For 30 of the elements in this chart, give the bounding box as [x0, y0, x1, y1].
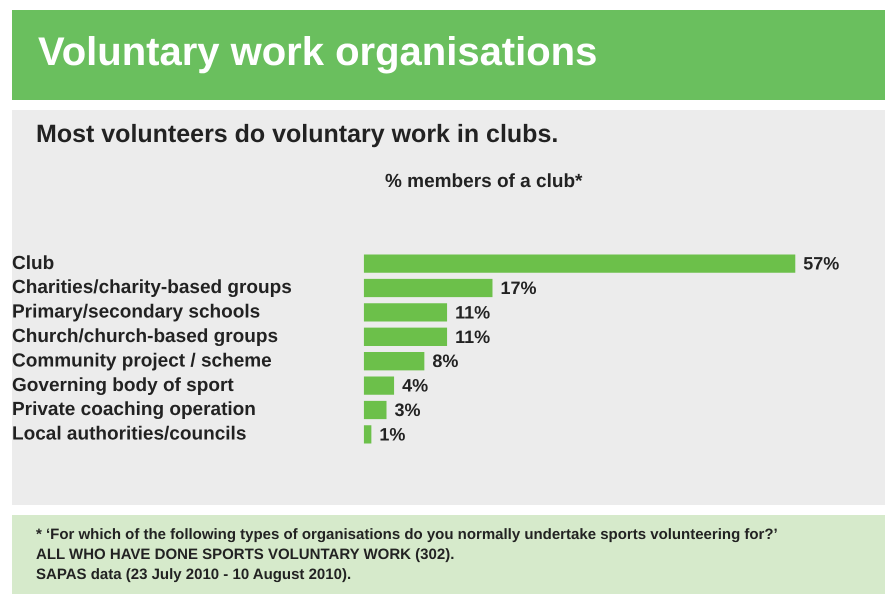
y-tick-label: Community project / scheme — [12, 350, 272, 372]
y-tick-label: Charities/charity-based groups — [12, 277, 292, 298]
y-tick-label: Church/church-based groups — [12, 326, 278, 348]
bar — [364, 376, 394, 395]
bar — [364, 254, 796, 273]
bar — [364, 278, 492, 298]
data-label: 17% — [500, 278, 537, 298]
data-label: 1% — [379, 424, 406, 444]
y-tick-label: Primary/secondary schools — [12, 302, 260, 323]
bar — [364, 303, 448, 322]
data-label: 11% — [455, 302, 490, 322]
data-label: 4% — [402, 376, 428, 396]
text: * ‘For which of the following types of organisations do you normally undertake sports volunteering for?’ — [36, 525, 779, 545]
bar — [364, 400, 387, 420]
x-axis-title: % members of a club* — [385, 171, 582, 193]
data-label: 8% — [432, 351, 458, 372]
bar — [364, 425, 372, 444]
chart-title: Voluntary work organisations — [38, 30, 598, 75]
bar — [364, 352, 424, 370]
y-tick-label: Private coaching operation — [12, 399, 256, 420]
data-label: 57% — [803, 254, 840, 274]
chart-subtitle: Most volunteers do voluntary work in clubs. — [36, 120, 558, 149]
y-tick-label: Club — [12, 252, 54, 274]
data-label: 11% — [455, 326, 490, 347]
y-tick-label: Local authorities/councils — [12, 424, 246, 445]
data-label: 3% — [394, 400, 421, 420]
bar — [364, 328, 448, 346]
text: SAPAS data (23 July 2010 - 10 August 2010). — [36, 565, 352, 585]
y-tick-label: Governing body of sport — [12, 374, 234, 396]
text: ALL WHO HAVE DONE SPORTS VOLUNTARY WORK (302). — [36, 545, 456, 565]
